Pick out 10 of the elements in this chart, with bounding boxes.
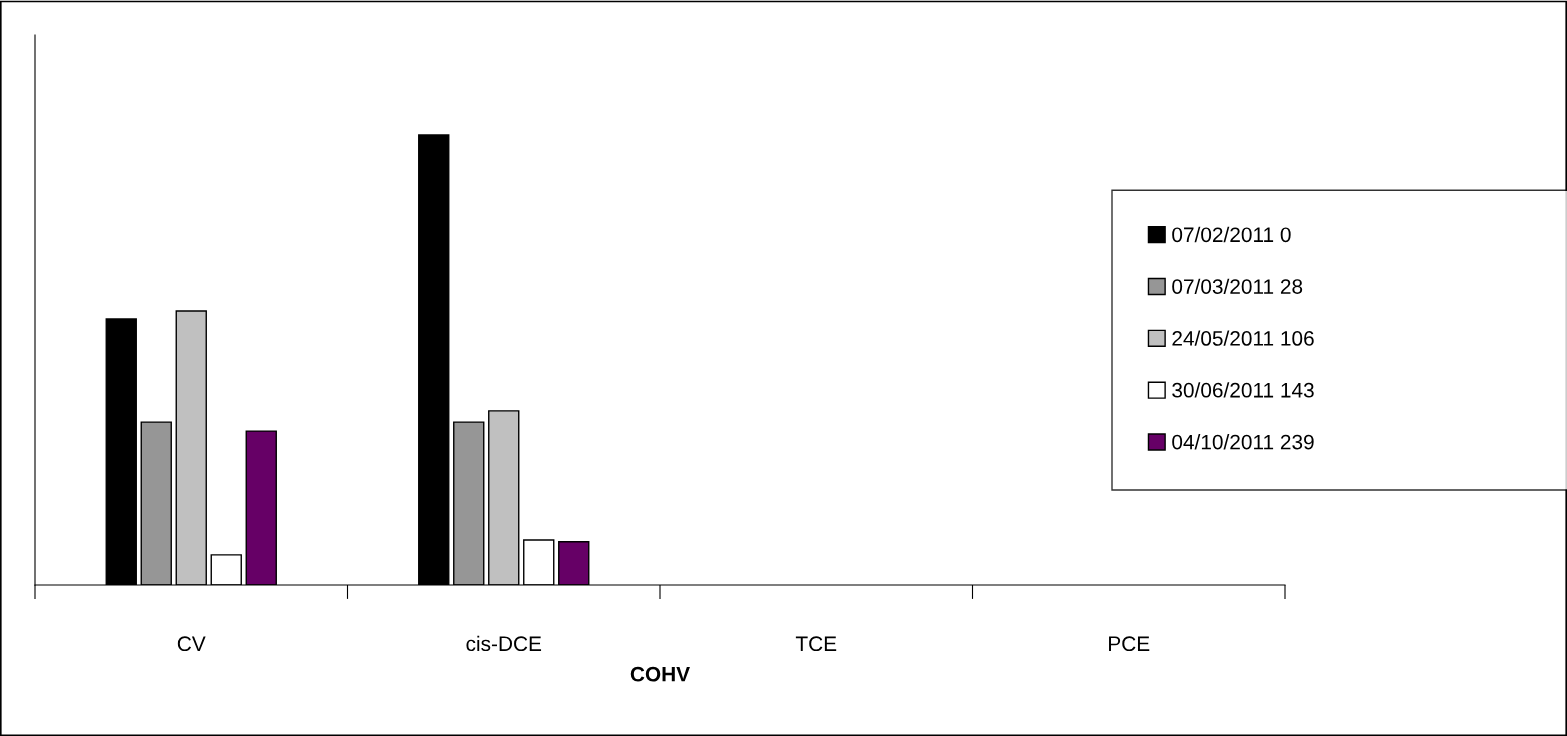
x-tick-label: PCE bbox=[1109, 636, 1150, 652]
legend-label: 07/03/2011 28 bbox=[1172, 278, 1303, 294]
legend-label: 30/06/2011 143 bbox=[1172, 382, 1314, 398]
x-tick-label: cis-DCE bbox=[466, 635, 542, 652]
x-tick-label: TCE bbox=[795, 636, 837, 652]
x-axis-title: COHV bbox=[630, 666, 690, 682]
legend-label: 24/05/2011 106 bbox=[1172, 330, 1314, 346]
legend-label: 07/02/2011 0 bbox=[1172, 226, 1291, 243]
x-tick-label: CV bbox=[177, 636, 206, 652]
legend-label: 04/10/2011 239 bbox=[1172, 434, 1314, 450]
